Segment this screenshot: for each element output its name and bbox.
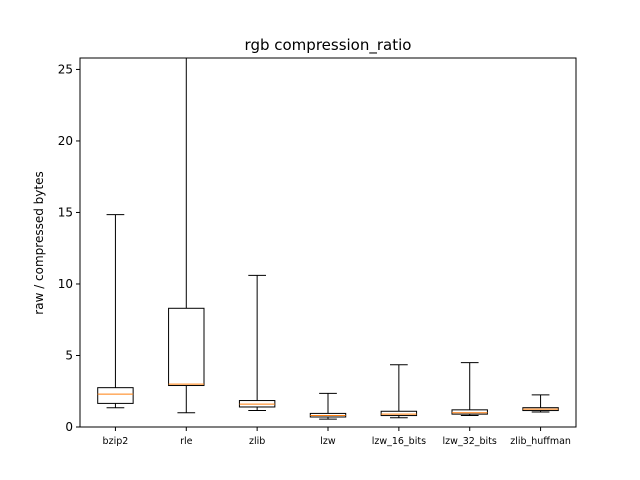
box [97,387,134,404]
x-tick-label: lzw [320,436,336,447]
y-tick-label: 10 [58,277,73,291]
plot-area: 0 5 10 15 20 25 bzip2 rle zlib lzw lzw_16_bits lzw_… [58,57,577,447]
y-tick-label: 0 [65,420,73,434]
axes-frame [79,57,577,428]
x-tick-label: zlib_huffman [510,436,571,447]
y-axis-label: raw / compressed bytes [32,171,46,314]
x-tick-label: lzw_32_bits [443,436,497,447]
y-tick-label: 25 [58,62,73,76]
x-tick-label: rle [180,436,193,447]
x-tick-label: zlib [249,436,265,447]
box [168,307,205,387]
x-tick-label: lzw_16_bits [372,436,426,447]
x-tick-label: bzip2 [103,436,129,447]
box [380,410,418,417]
y-tick-label: 5 [65,348,73,362]
chart-title: rgb compression_ratio [245,36,412,55]
y-tick-label: 15 [58,205,73,219]
box [451,409,488,415]
y-tick-label: 20 [58,134,73,148]
